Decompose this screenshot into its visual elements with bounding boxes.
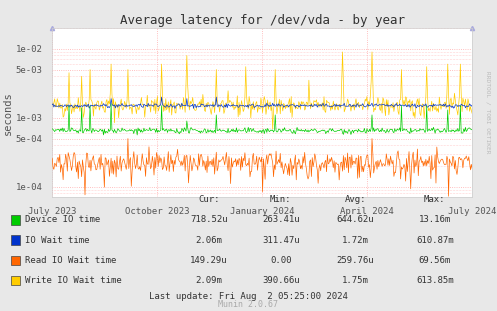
Y-axis label: seconds: seconds [3, 91, 13, 135]
Text: Write IO Wait time: Write IO Wait time [25, 276, 122, 285]
Text: Munin 2.0.67: Munin 2.0.67 [219, 300, 278, 309]
Text: Min:: Min: [270, 195, 292, 204]
Text: 263.41u: 263.41u [262, 216, 300, 224]
Text: Max:: Max: [424, 195, 446, 204]
Title: Average latency for /dev/vda - by year: Average latency for /dev/vda - by year [120, 14, 405, 27]
Text: 613.85m: 613.85m [416, 276, 454, 285]
Text: 0.00: 0.00 [270, 256, 292, 265]
Text: Cur:: Cur: [198, 195, 220, 204]
Text: IO Wait time: IO Wait time [25, 236, 89, 244]
Text: Read IO Wait time: Read IO Wait time [25, 256, 116, 265]
Text: Last update: Fri Aug  2 05:25:00 2024: Last update: Fri Aug 2 05:25:00 2024 [149, 292, 348, 301]
Text: 610.87m: 610.87m [416, 236, 454, 244]
Text: 311.47u: 311.47u [262, 236, 300, 244]
Text: 1.72m: 1.72m [342, 236, 369, 244]
Text: 2.09m: 2.09m [195, 276, 222, 285]
Text: 2.06m: 2.06m [195, 236, 222, 244]
Text: 644.62u: 644.62u [336, 216, 374, 224]
Text: 1.75m: 1.75m [342, 276, 369, 285]
Text: Avg:: Avg: [344, 195, 366, 204]
Text: 149.29u: 149.29u [190, 256, 228, 265]
Text: 69.56m: 69.56m [419, 256, 451, 265]
Text: Device IO time: Device IO time [25, 216, 100, 224]
Text: 259.76u: 259.76u [336, 256, 374, 265]
Text: 13.16m: 13.16m [419, 216, 451, 224]
Text: RRDTOOL / TOBI OETIKER: RRDTOOL / TOBI OETIKER [486, 71, 491, 153]
Text: 390.66u: 390.66u [262, 276, 300, 285]
Text: 718.52u: 718.52u [190, 216, 228, 224]
